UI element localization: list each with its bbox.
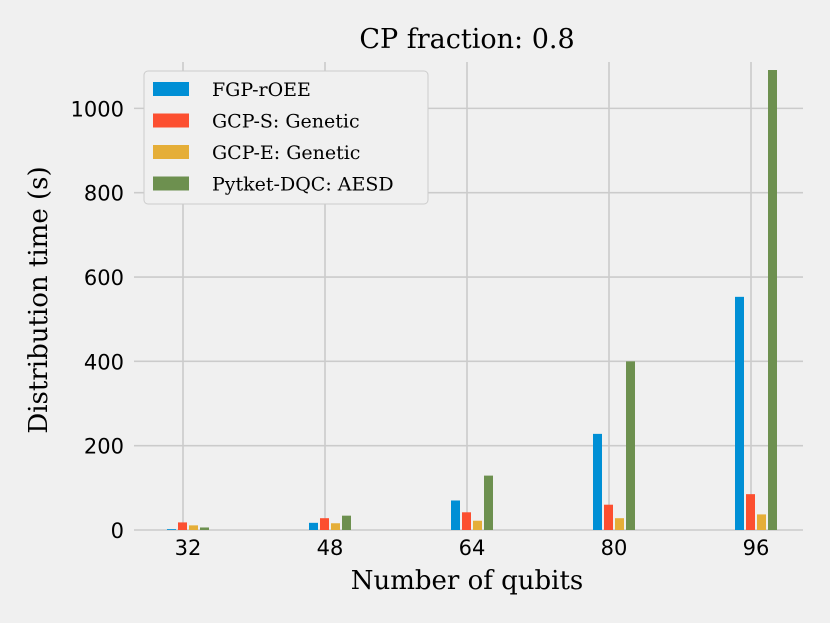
y-tick-label: 400 <box>84 350 124 374</box>
x-tick-label: 64 <box>459 536 486 560</box>
y-tick-label: 0 <box>111 519 124 543</box>
legend-label: FGP-rOEE <box>212 79 311 101</box>
x-tick-label: 32 <box>175 536 202 560</box>
bar <box>473 520 482 530</box>
bar <box>178 522 187 530</box>
chart-title: CP fraction: 0.8 <box>359 24 574 55</box>
bar <box>593 433 602 530</box>
x-axis-label: Number of qubits <box>351 566 584 596</box>
bar <box>604 504 613 530</box>
y-axis-label: Distribution time (s) <box>24 166 54 433</box>
bar <box>189 525 198 530</box>
x-tick-label: 80 <box>601 536 628 560</box>
legend-label: Pytket-DQC: AESD <box>212 174 394 196</box>
bar <box>626 361 635 530</box>
legend-swatch <box>153 82 189 96</box>
bar <box>167 529 176 530</box>
bar <box>331 523 340 530</box>
legend-label: GCP-S: Genetic <box>212 111 360 133</box>
bars <box>167 70 777 531</box>
bar <box>735 296 744 530</box>
x-tick-label: 48 <box>317 536 344 560</box>
legend-swatch <box>153 113 189 128</box>
y-tick-label: 600 <box>84 266 124 290</box>
bar <box>342 515 351 530</box>
bar <box>451 500 460 530</box>
bar <box>746 494 755 530</box>
y-tick-label: 800 <box>84 182 124 206</box>
bar <box>462 512 471 530</box>
legend-frame <box>143 70 429 205</box>
legend: FGP-rOEE GCP-S: Genetic GCP-E: Genetic Pytk… <box>143 70 429 205</box>
bar <box>200 527 209 530</box>
bar <box>768 70 777 531</box>
x-tick-labels: 32 48 64 80 96 <box>175 536 770 560</box>
legend-swatch <box>153 176 189 191</box>
y-tick-label: 200 <box>84 435 124 459</box>
bar <box>309 522 318 530</box>
bar <box>757 514 766 530</box>
bar <box>320 518 329 530</box>
bar <box>615 518 624 530</box>
legend-label: GCP-E: Genetic <box>212 142 360 164</box>
y-tick-label: 1000 <box>71 97 124 121</box>
legend-swatch <box>153 145 189 159</box>
y-tick-labels: 0 200 400 600 800 1000 <box>71 97 124 543</box>
x-tick-label: 96 <box>743 536 770 560</box>
bar <box>484 475 493 530</box>
